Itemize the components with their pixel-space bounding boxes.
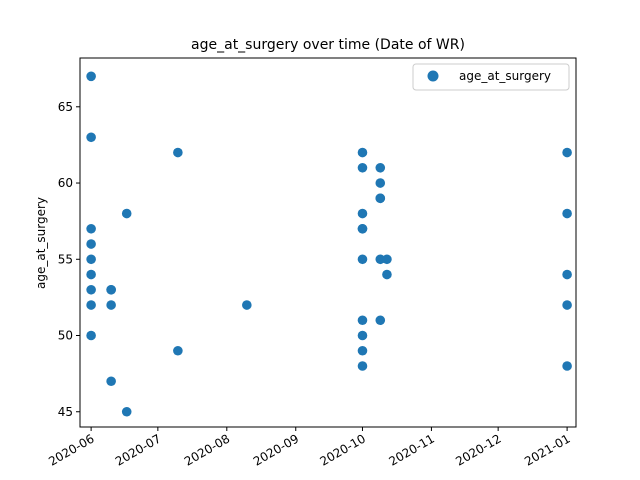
data-point xyxy=(86,132,96,143)
data-point xyxy=(357,361,368,371)
data-point xyxy=(173,345,183,356)
data-point xyxy=(562,361,572,371)
data-point xyxy=(375,315,386,326)
data-point xyxy=(375,162,386,173)
data-point xyxy=(106,376,116,387)
x-tick-label: 2021-01 xyxy=(522,431,572,468)
data-point xyxy=(121,406,132,417)
data-point xyxy=(86,269,96,280)
data-point xyxy=(357,330,368,341)
data-point xyxy=(86,330,96,341)
x-tick-label: 2020-07 xyxy=(113,431,163,468)
data-point xyxy=(562,269,572,280)
legend-box xyxy=(412,63,570,91)
data-point xyxy=(86,239,96,249)
y-axis-label: age_at_surgery xyxy=(34,197,48,289)
data-point xyxy=(86,223,96,234)
data-point xyxy=(382,269,392,280)
x-tick-label: 2020-12 xyxy=(453,431,503,468)
data-point xyxy=(562,147,572,158)
data-point xyxy=(86,300,96,310)
data-point xyxy=(562,208,572,219)
plot-frame xyxy=(79,57,577,428)
data-point xyxy=(375,178,386,188)
data-point xyxy=(375,193,386,204)
data-point xyxy=(86,254,96,265)
data-point xyxy=(357,345,368,356)
data-point xyxy=(242,300,252,310)
data-point xyxy=(357,223,368,234)
x-tick-label: 2020-10 xyxy=(318,431,368,468)
legend: age_at_surgery xyxy=(412,63,570,91)
x-tick-label: 2020-06 xyxy=(46,431,96,468)
y-tick-label: 55 xyxy=(58,252,73,266)
data-point xyxy=(382,254,392,265)
data-point xyxy=(375,254,386,265)
data-points xyxy=(86,71,572,417)
y-tick-label: 65 xyxy=(58,100,73,114)
data-point xyxy=(357,162,368,173)
x-tick-label: 2020-11 xyxy=(387,431,437,468)
y-tick-label: 45 xyxy=(58,405,73,419)
data-point xyxy=(173,147,183,158)
data-point xyxy=(86,71,96,82)
data-point xyxy=(357,208,368,219)
y-tick-label: 50 xyxy=(58,329,73,343)
data-point xyxy=(357,254,368,265)
data-point xyxy=(357,315,368,326)
data-point xyxy=(106,300,116,310)
data-point xyxy=(121,208,132,219)
data-point xyxy=(86,284,96,295)
x-tick-label: 2020-08 xyxy=(182,431,232,468)
data-point xyxy=(106,284,116,295)
legend-marker xyxy=(427,70,439,82)
data-point xyxy=(357,147,368,158)
y-tick-label: 60 xyxy=(58,176,73,190)
x-tick-label: 2020-09 xyxy=(251,431,301,468)
legend-label: age_at_surgery xyxy=(459,69,551,83)
data-point xyxy=(562,300,572,310)
chart-title: age_at_surgery over time (Date of WR) xyxy=(191,37,465,53)
